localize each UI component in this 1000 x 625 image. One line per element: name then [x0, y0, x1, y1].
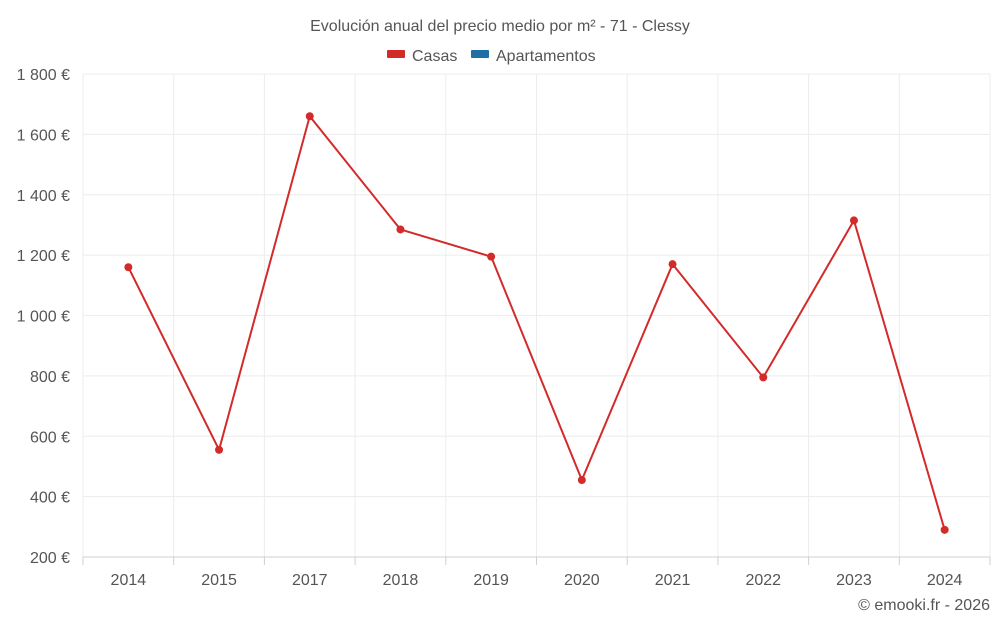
- y-tick-label: 800 €: [30, 369, 70, 386]
- axes: 200 € 400 € 600 € 800 € 1 000 € 1 200 € 1 400 …: [17, 67, 991, 589]
- data-point-2018[interactable]: [396, 225, 405, 234]
- data-point-2020[interactable]: [577, 476, 586, 485]
- legend-label-apartamentos[interactable]: Apartamentos: [496, 48, 596, 65]
- y-tick-label: 1 400 €: [17, 188, 70, 205]
- legend-label-casas[interactable]: Casas: [412, 48, 457, 65]
- data-point-2015[interactable]: [215, 445, 224, 454]
- x-tick-label: 2017: [292, 572, 328, 589]
- y-tick-label: 1 200 €: [17, 248, 70, 265]
- data-point-2019[interactable]: [487, 252, 496, 261]
- data-point-2021[interactable]: [668, 260, 677, 269]
- y-tick-label: 200 €: [30, 550, 70, 567]
- x-tick-label: 2015: [201, 572, 237, 589]
- credit-text: © emooki.fr - 2026: [858, 597, 990, 614]
- data-point-2014[interactable]: [124, 263, 133, 272]
- grid: [82, 73, 991, 557]
- data-point-2023[interactable]: [849, 216, 858, 225]
- x-tick-label: 2023: [836, 572, 872, 589]
- y-tick-label: 1 600 €: [17, 127, 70, 144]
- x-tick-label: 2018: [383, 572, 419, 589]
- x-tick-label: 2020: [564, 572, 600, 589]
- x-tick-label: 2019: [473, 572, 509, 589]
- y-tick-label: 600 €: [30, 429, 70, 446]
- x-tick-label: 2022: [745, 572, 781, 589]
- legend-swatch-apartamentos[interactable]: [471, 50, 489, 58]
- chart-title: Evolución anual del precio medio por m² …: [310, 18, 690, 35]
- x-tick-label: 2014: [111, 572, 147, 589]
- data-point-2017[interactable]: [305, 112, 314, 121]
- series-layer: [124, 112, 949, 534]
- y-tick-label: 1 800 €: [17, 67, 70, 84]
- legend-swatch-casas[interactable]: [387, 50, 405, 58]
- y-tick-label: 400 €: [30, 490, 70, 507]
- series-line-casas[interactable]: [127, 115, 946, 531]
- y-tick-label: 1 000 €: [17, 309, 70, 326]
- data-point-2024[interactable]: [940, 525, 949, 534]
- x-tick-label: 2024: [927, 572, 963, 589]
- legend[interactable]: Casas Apartamentos: [387, 48, 596, 65]
- data-point-2022[interactable]: [759, 373, 768, 382]
- x-tick-label: 2021: [655, 572, 691, 589]
